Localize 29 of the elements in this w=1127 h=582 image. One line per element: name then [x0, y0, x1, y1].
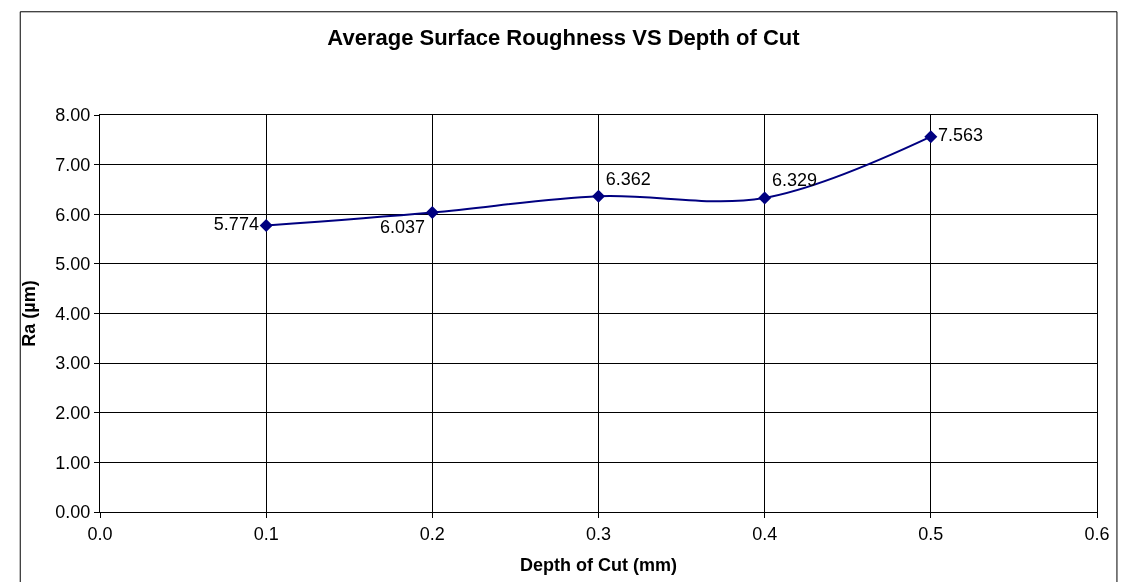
x-tick-label: 0.1	[253, 523, 279, 544]
y-tick-label: 8.00	[55, 105, 91, 126]
y-tick-label: 6.00	[55, 204, 91, 225]
x-tick-label: 0.6	[1084, 523, 1110, 544]
y-tick-label: 0.00	[55, 502, 91, 523]
x-tick-label: 0.0	[87, 523, 113, 544]
y-tick-label: 4.00	[55, 303, 91, 324]
point	[425, 205, 439, 219]
point	[924, 130, 938, 144]
x-tick-label: 0.3	[585, 523, 612, 544]
x-tick-label: 0.5	[918, 523, 944, 544]
y-tick-label: 2.00	[55, 403, 91, 424]
x-tick-label: 0.4	[752, 523, 778, 544]
y-axis-title: Ra (µm)	[18, 280, 39, 347]
y-tick-label: 3.00	[55, 353, 91, 374]
data-label: 6.362	[605, 168, 651, 189]
point	[259, 218, 273, 232]
x-axis-title: Depth of Cut (mm)	[520, 554, 677, 575]
data-label: 5.774	[213, 213, 259, 234]
y-tick-label: 7.00	[55, 154, 91, 175]
data-label: 6.037	[380, 217, 426, 238]
point	[758, 191, 772, 205]
data-label: 6.329	[771, 170, 817, 191]
data-label: 7.563	[938, 125, 984, 146]
chart-title: Average Surface Roughness VS Depth of Cut	[327, 24, 801, 50]
y-tick-label: 1.00	[55, 452, 91, 473]
y-tick-label: 5.00	[55, 254, 91, 275]
x-tick-label: 0.2	[419, 523, 445, 544]
point	[592, 189, 605, 203]
